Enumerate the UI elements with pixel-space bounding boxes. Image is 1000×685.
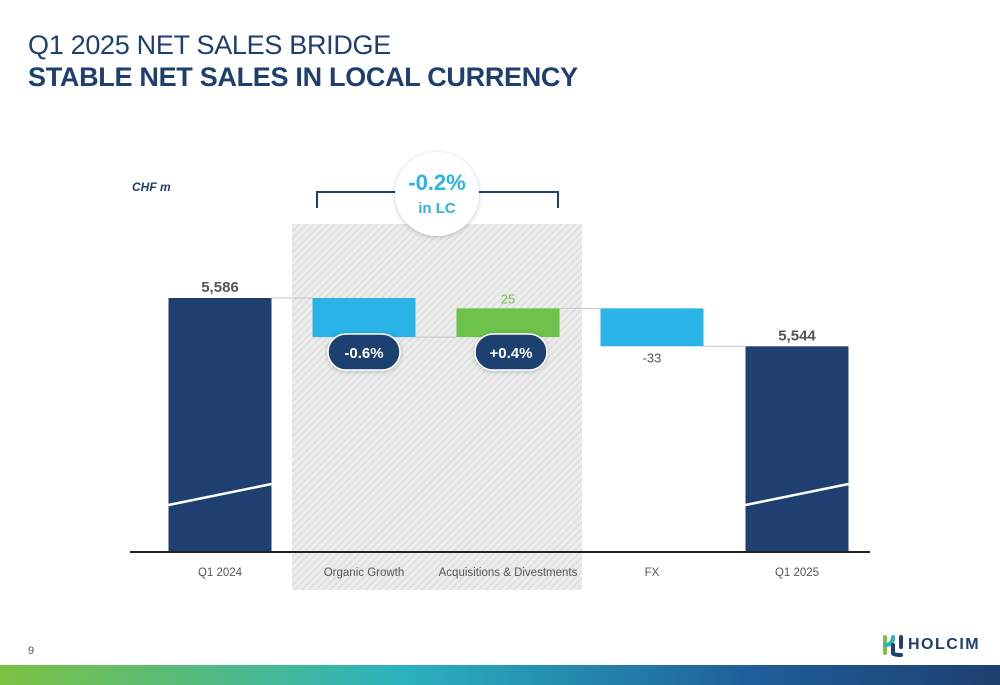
bar-q1-2025 <box>745 346 849 551</box>
unit-label: CHF m <box>132 180 171 194</box>
holcim-mark-icon <box>883 635 903 657</box>
data-label-fx: -33 <box>643 350 662 365</box>
category-label-fx: FX <box>645 567 660 579</box>
brand-name: HOLCIM <box>908 636 981 653</box>
acquisitions-pill <box>474 333 548 371</box>
data-label-q1-2025: 5,544 <box>778 327 816 344</box>
lc-callout-value: -0.2% <box>408 170 465 195</box>
bars-layer <box>130 297 870 553</box>
category-label-acquisitions-divestments: Acquisitions & Divestments <box>439 567 578 579</box>
title-line-1: Q1 2025 NET SALES BRIDGE <box>28 30 391 60</box>
bar-organic-growth <box>312 298 416 338</box>
bar-acquisitions-divestments <box>456 308 560 338</box>
acquisitions-pill-label: +0.4% <box>490 345 533 362</box>
hatched-highlight <box>292 224 582 590</box>
lc-callout-label: in LC <box>418 200 456 217</box>
bar-fx <box>600 308 704 347</box>
brand-gradient-bar <box>0 665 1000 685</box>
data-label-acquisitions-divestments: 25 <box>501 291 515 306</box>
holcim-logo: HOLCIM <box>882 633 980 657</box>
category-label-organic-growth: Organic Growth <box>324 567 405 579</box>
highlight-region <box>292 224 582 590</box>
bar-q1-2024 <box>168 298 272 551</box>
title-line-2: STABLE NET SALES IN LOCAL CURRENCY <box>28 62 578 92</box>
data-label-q1-2024: 5,586 <box>201 279 239 296</box>
axis-break-q1-2024 <box>168 482 272 507</box>
lc-callout-circle <box>395 152 479 236</box>
category-label-q1-2025: Q1 2025 <box>775 567 819 579</box>
category-label-q1-2024: Q1 2024 <box>198 567 243 579</box>
axis-break-q1-2025 <box>745 482 849 507</box>
organic-growth-pill-label: -0.6% <box>344 345 383 362</box>
callouts-layer: -0.2% in LC -0.6% +0.4% <box>316 152 559 371</box>
page-number: 9 <box>28 645 35 657</box>
organic-growth-pill <box>327 333 401 371</box>
